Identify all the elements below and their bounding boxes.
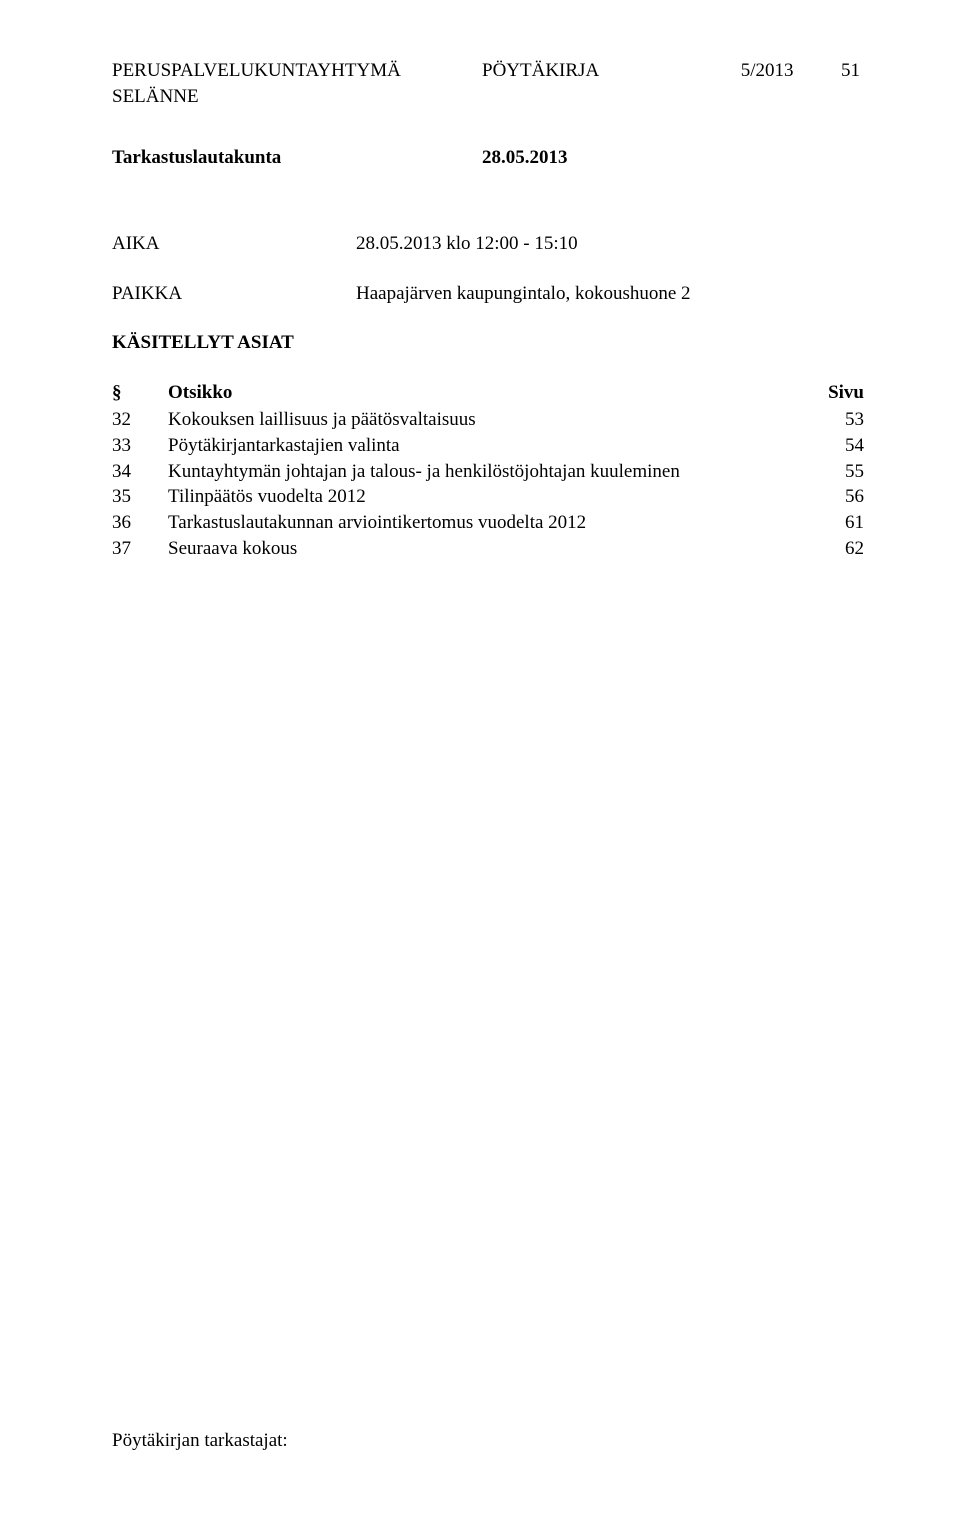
toc-num: 32 [112, 407, 168, 433]
footer: Pöytäkirjan tarkastajat: [112, 1428, 288, 1454]
toc-page: 53 [764, 407, 864, 433]
page: PERUSPALVELUKUNTAYHTYMÄ SELÄNNE PÖYTÄKIR… [0, 0, 960, 1518]
doc-no: 5/2013 [741, 60, 794, 81]
org-line2: SELÄNNE [112, 86, 199, 107]
toc-title: Pöytäkirjantarkastajien valinta [168, 433, 764, 459]
meeting-date: 28.05.2013 [482, 145, 568, 171]
header-org: PERUSPALVELUKUNTAYHTYMÄ SELÄNNE [112, 58, 482, 109]
toc-num: 37 [112, 536, 168, 562]
meeting-row: Tarkastuslautakunta 28.05.2013 [112, 145, 864, 171]
toc-page: 56 [764, 484, 864, 510]
toc-header-page: Sivu [764, 380, 864, 406]
committee-name: Tarkastuslautakunta [112, 145, 482, 171]
header-row: PERUSPALVELUKUNTAYHTYMÄ SELÄNNE PÖYTÄKIR… [112, 58, 864, 109]
toc-title: Seuraava kokous [168, 536, 764, 562]
toc-row: 36 Tarkastuslautakunnan arviointikertomu… [112, 510, 864, 536]
toc-num: 34 [112, 459, 168, 485]
toc-title: Tarkastuslautakunnan arviointikertomus v… [168, 510, 764, 536]
header-right: 5/2013 51 [682, 58, 864, 109]
toc: § Otsikko Sivu 32 Kokouksen laillisuus j… [112, 380, 864, 561]
paikka-label: PAIKKA [112, 281, 356, 307]
toc-row: 32 Kokouksen laillisuus ja päätösvaltais… [112, 407, 864, 433]
toc-page: 62 [764, 536, 864, 562]
toc-row: 34 Kuntayhtymän johtajan ja talous- ja h… [112, 459, 864, 485]
paikka-value: Haapajärven kaupungintalo, kokoushuone 2 [356, 281, 691, 307]
org-line1: PERUSPALVELUKUNTAYHTYMÄ [112, 60, 401, 81]
toc-page: 55 [764, 459, 864, 485]
toc-header-sym: § [112, 380, 168, 406]
toc-header-title: Otsikko [168, 380, 764, 406]
toc-num: 33 [112, 433, 168, 459]
toc-num: 35 [112, 484, 168, 510]
aika-value: 28.05.2013 klo 12:00 - 15:10 [356, 231, 578, 257]
toc-title: Kuntayhtymän johtajan ja talous- ja henk… [168, 459, 764, 485]
toc-row: 33 Pöytäkirjantarkastajien valinta 54 [112, 433, 864, 459]
aika-label: AIKA [112, 231, 356, 257]
toc-num: 36 [112, 510, 168, 536]
toc-title: Tilinpäätös vuodelta 2012 [168, 484, 764, 510]
toc-page: 61 [764, 510, 864, 536]
aika-row: AIKA 28.05.2013 klo 12:00 - 15:10 [112, 231, 864, 257]
kasitellyt-label: KÄSITELLYT ASIAT [112, 330, 864, 356]
doc-type: PÖYTÄKIRJA [482, 58, 682, 109]
toc-title: Kokouksen laillisuus ja päätösvaltaisuus [168, 407, 764, 433]
toc-page: 54 [764, 433, 864, 459]
page-no: 51 [841, 60, 860, 81]
toc-header: § Otsikko Sivu [112, 380, 864, 406]
paikka-row: PAIKKA Haapajärven kaupungintalo, kokous… [112, 281, 864, 307]
toc-row: 37 Seuraava kokous 62 [112, 536, 864, 562]
toc-row: 35 Tilinpäätös vuodelta 2012 56 [112, 484, 864, 510]
